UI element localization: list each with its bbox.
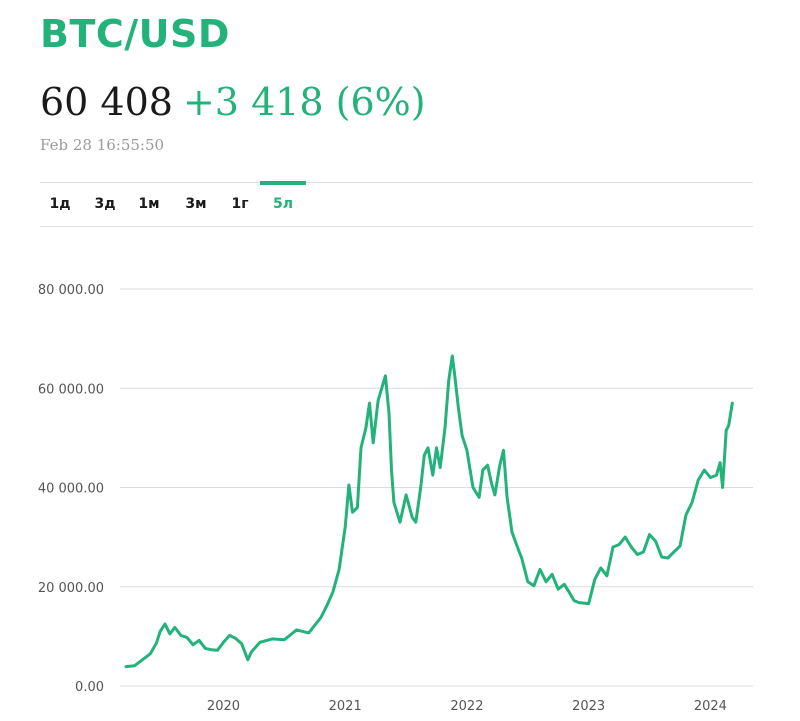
- x-tick-label: 2020: [207, 699, 240, 714]
- y-tick-label: 80 000.00: [38, 283, 104, 298]
- current-price: 60 408: [40, 80, 173, 124]
- price-series-line: [124, 354, 734, 669]
- y-tick-label: 20 000.00: [38, 581, 104, 596]
- tab-3d[interactable]: 3д: [94, 196, 116, 212]
- tab-1y[interactable]: 1г: [231, 196, 249, 212]
- x-tick-label: 2022: [450, 699, 483, 714]
- timeframe-tabs: 1д 3д 1м 3м 1г 5л: [40, 181, 753, 227]
- tab-1d[interactable]: 1д: [49, 196, 71, 212]
- pair-title: BTC/USD: [40, 12, 230, 56]
- tab-3m[interactable]: 3м: [185, 196, 207, 212]
- y-tick-label: 0.00: [75, 680, 104, 695]
- y-tick-label: 40 000.00: [38, 482, 104, 497]
- last-update-timestamp: Feb 28 16:55:50: [40, 136, 165, 154]
- price-change: +3 418 (6%): [182, 80, 426, 124]
- x-tick-label: 2024: [694, 699, 727, 714]
- tab-1m[interactable]: 1м: [138, 196, 160, 212]
- price-row: 60 408 +3 418 (6%): [40, 80, 426, 124]
- y-tick-label: 60 000.00: [38, 382, 104, 397]
- x-tick-label: 2023: [572, 699, 605, 714]
- tab-5y[interactable]: 5л: [260, 181, 306, 226]
- x-tick-label: 2021: [329, 699, 362, 714]
